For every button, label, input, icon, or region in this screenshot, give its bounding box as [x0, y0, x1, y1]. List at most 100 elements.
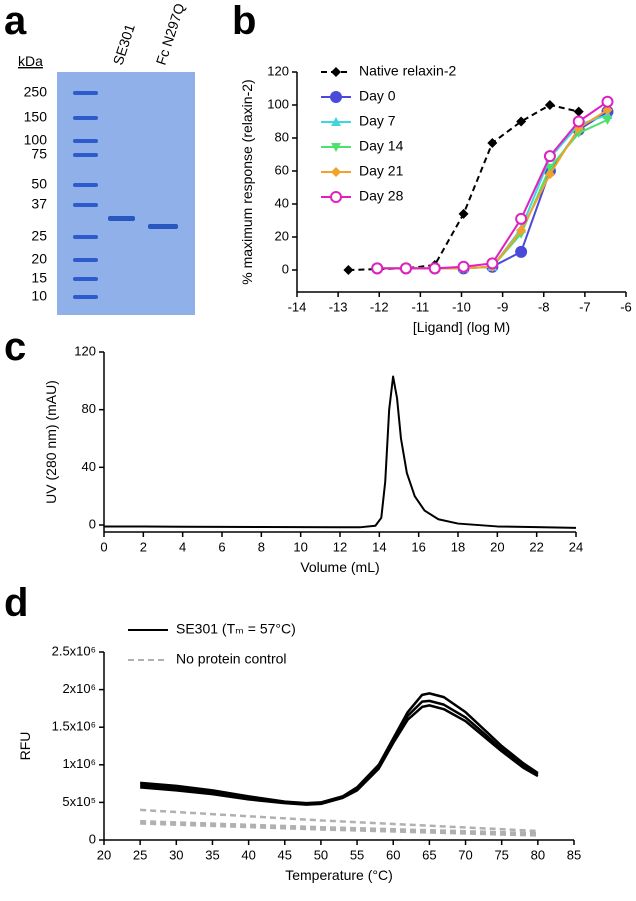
series-line	[140, 808, 538, 833]
x-tick-label: 10	[293, 539, 307, 554]
gel-image	[57, 72, 195, 315]
legend-marker	[331, 67, 341, 77]
chart-panel: d 0 5x10⁵ 1x10⁶ 1.5x10⁶ 2x10⁶ 2.5x10⁶ 20 25 30 35 4…	[4, 581, 581, 883]
x-axis-title: Temperature (°C)	[285, 867, 393, 883]
y-tick-label: 0	[89, 516, 96, 531]
x-tick-label: 2	[140, 539, 147, 554]
series-line	[140, 819, 538, 835]
ladder-band	[73, 258, 98, 262]
x-tick-label: 50	[314, 847, 328, 862]
y-tick-label: 20	[275, 228, 289, 243]
marker	[399, 262, 412, 275]
marker	[543, 150, 556, 163]
ladder-label: 50	[31, 176, 47, 192]
ladder-band	[73, 277, 98, 281]
marker	[544, 100, 555, 110]
y-tick-label: 40	[82, 459, 96, 474]
marker	[573, 123, 584, 134]
marker	[343, 265, 354, 275]
y-axis-title: % maximum response (relaxin-2)	[239, 79, 255, 284]
marker	[516, 116, 527, 127]
ladder-label: 20	[31, 251, 47, 267]
marker	[486, 257, 499, 270]
ladder-band	[73, 183, 98, 187]
x-tick-label: 40	[241, 847, 255, 862]
legend-label: Native relaxin-2	[359, 63, 456, 79]
y-tick-label: 0	[282, 261, 289, 276]
y-tick-label: 2x10⁶	[62, 681, 96, 696]
legend-marker	[331, 117, 341, 126]
legend-marker	[331, 167, 341, 177]
marker	[602, 115, 613, 125]
legend-label: Day 21	[359, 163, 404, 179]
ladder-band	[73, 116, 98, 120]
legend-label: Day 14	[359, 138, 404, 154]
marker	[457, 260, 470, 273]
x-tick-label: 25	[133, 847, 147, 862]
x-axis-title: [Ligand] (log M)	[413, 319, 510, 335]
marker	[371, 262, 384, 275]
marker	[516, 225, 527, 236]
legend-label: Day 7	[359, 113, 396, 129]
series-line	[104, 375, 577, 529]
legend-label: Day 28	[359, 188, 404, 204]
y-tick-label: 120	[267, 63, 289, 78]
legend-marker	[331, 143, 341, 152]
x-tick-label: -6	[620, 299, 632, 314]
series-line	[140, 822, 538, 837]
x-tick-label: 0	[100, 539, 107, 554]
y-tick-label: 5x10⁵	[62, 794, 96, 809]
legend-label: SE301 (Tₘ = 57°C)	[176, 621, 296, 637]
unit-label: kDa	[18, 53, 43, 69]
ladder-band	[73, 235, 98, 239]
marker	[601, 95, 614, 108]
x-tick-label: 60	[386, 847, 400, 862]
x-tick-label: 55	[350, 847, 364, 862]
marker	[487, 137, 498, 148]
ladder-band	[73, 91, 98, 95]
ladder-label: 37	[31, 196, 47, 212]
x-tick-label: 35	[205, 847, 219, 862]
x-tick-label: 6	[218, 539, 225, 554]
x-tick-label: 20	[490, 539, 504, 554]
y-tick-label: 80	[82, 401, 96, 416]
x-tick-label: 4	[179, 539, 186, 554]
x-tick-label: -9	[497, 299, 509, 314]
x-tick-label: 85	[567, 847, 581, 862]
marker	[544, 163, 555, 173]
ladder-label: 250	[24, 84, 48, 100]
y-tick-label: 60	[275, 162, 289, 177]
x-tick-label: -8	[538, 299, 550, 314]
sample-band	[108, 216, 135, 221]
ladder-label: 100	[24, 132, 48, 148]
ladder-band	[73, 203, 98, 207]
panel-label: a	[4, 0, 27, 43]
legend-marker	[330, 191, 342, 203]
ladder-label: 10	[31, 288, 47, 304]
ladder-band	[73, 295, 98, 299]
legend-label: Day 0	[359, 88, 396, 104]
marker	[602, 104, 613, 115]
legend-label: No protein control	[176, 651, 287, 667]
sample-band	[148, 224, 178, 229]
x-tick-label: 75	[494, 847, 508, 862]
ladder-label: 15	[31, 270, 47, 286]
x-tick-label: -11	[411, 299, 429, 314]
x-tick-label: 8	[258, 539, 265, 554]
x-tick-label: -12	[370, 299, 389, 314]
x-tick-label: -7	[579, 299, 591, 314]
ladder-label: 25	[31, 228, 47, 244]
x-axis-title: Volume (mL)	[300, 559, 379, 575]
ladder-band	[73, 153, 98, 157]
marker	[515, 212, 528, 225]
x-tick-label: 16	[411, 539, 425, 554]
x-tick-label: 12	[333, 539, 347, 554]
y-axis-title: RFU	[17, 732, 33, 761]
marker	[572, 115, 585, 128]
y-tick-label: 1.5x10⁶	[52, 719, 96, 734]
x-tick-label: -10	[452, 299, 471, 314]
x-tick-label: 14	[372, 539, 386, 554]
panel-label: d	[4, 581, 28, 625]
